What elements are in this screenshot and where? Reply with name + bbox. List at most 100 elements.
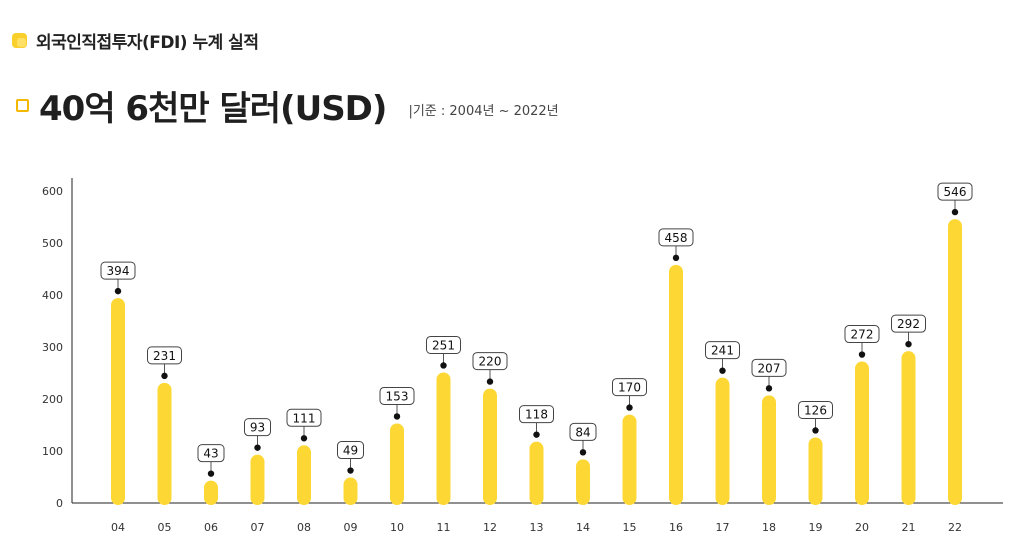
data-point-dot (533, 431, 540, 438)
x-tick-label: 05 (158, 521, 172, 534)
data-label-box (379, 386, 415, 405)
data-point-dot (300, 435, 308, 442)
data-label-box (612, 378, 647, 397)
headline-value: 40억 6천만 달러(USD) (39, 88, 387, 129)
bar (250, 454, 265, 505)
data-label: 231 (153, 349, 176, 363)
headline: 40억 6천만 달러(USD) |기준 : 2004년 ~ 2022년 (16, 82, 559, 129)
data-point-dot (672, 254, 680, 262)
data-point-dot (858, 351, 866, 358)
data-label: 93 (250, 421, 265, 435)
data-label-box (337, 441, 364, 460)
data-label-box (937, 182, 973, 201)
data-label-box (891, 314, 926, 333)
bar (297, 445, 311, 505)
x-tick-label: 13 (530, 521, 544, 534)
data-point-dot (347, 467, 354, 474)
bar (483, 388, 497, 505)
bar (855, 361, 869, 505)
x-tick-label: 10 (390, 521, 404, 534)
data-point-dot (207, 470, 215, 477)
data-point-dot (486, 378, 494, 385)
square-outline-bullet-icon (16, 98, 29, 112)
data-label-box (147, 346, 182, 365)
data-label-box (197, 444, 225, 463)
data-label: 84 (575, 425, 590, 439)
data-point-dot (719, 367, 726, 374)
bar (111, 298, 125, 505)
bar (715, 377, 730, 505)
data-label: 292 (897, 317, 920, 331)
data-label: 241 (711, 344, 734, 358)
x-tick-label: 15 (623, 521, 637, 534)
x-tick-label: 22 (948, 521, 962, 534)
x-tick-label: 20 (855, 521, 869, 534)
y-tick-label: 100 (42, 445, 63, 458)
bar (343, 477, 358, 505)
data-label: 272 (851, 328, 874, 342)
data-label: 394 (107, 264, 130, 278)
x-tick-label: 14 (576, 521, 590, 534)
x-tick-label: 07 (251, 521, 265, 534)
data-label: 170 (618, 381, 641, 395)
bar (808, 437, 823, 505)
data-point-dot (951, 208, 959, 216)
bar (948, 219, 962, 505)
x-tick-label: 09 (344, 521, 358, 534)
data-point-dot (579, 449, 587, 456)
y-tick-label: 200 (42, 393, 63, 406)
x-tick-label: 18 (762, 521, 776, 534)
yellow-square-icon (12, 32, 27, 48)
x-tick-label: 21 (902, 521, 916, 534)
data-label-box (472, 352, 508, 371)
y-tick-label: 500 (42, 237, 63, 250)
x-tick-label: 12 (483, 521, 497, 534)
data-label-box (798, 400, 833, 419)
bar (901, 351, 916, 505)
data-label-box (705, 341, 740, 360)
data-point-dot (440, 362, 447, 369)
y-tick-label: 300 (42, 341, 63, 354)
bar (204, 480, 218, 505)
data-point-dot (393, 413, 401, 420)
bar (622, 414, 637, 505)
data-point-dot (114, 287, 122, 295)
x-tick-label: 06 (204, 521, 218, 534)
bar (669, 264, 683, 505)
data-label: 207 (758, 361, 781, 375)
data-point-dot (626, 404, 633, 411)
data-label-box (751, 358, 787, 377)
data-label: 458 (665, 231, 688, 245)
bar (436, 372, 451, 505)
data-label: 49 (343, 444, 358, 458)
x-tick-label: 04 (111, 521, 125, 534)
bar (390, 423, 404, 505)
x-tick-label: 08 (297, 521, 311, 534)
y-tick-label: 400 (42, 289, 63, 302)
x-tick-label: 16 (669, 521, 683, 534)
section-title: 외국인직접투자(FDI) 누계 실적 (36, 32, 259, 53)
data-label: 153 (386, 389, 409, 403)
data-label-box (244, 418, 271, 437)
data-label: 43 (203, 447, 218, 461)
data-label-box (286, 408, 322, 427)
data-label: 111 (293, 411, 316, 425)
bar (762, 395, 776, 505)
data-point-dot (812, 427, 819, 434)
data-point-dot (254, 444, 261, 451)
data-label-box (519, 405, 554, 424)
y-tick-label: 0 (56, 497, 63, 510)
headline-basis: |기준 : 2004년 ~ 2022년 (408, 103, 559, 119)
data-label-box (100, 261, 136, 280)
data-label-box (658, 228, 694, 247)
bar (529, 441, 544, 505)
data-label-box (569, 422, 597, 441)
bar (157, 382, 172, 505)
section-header: 외국인직접투자(FDI) 누계 실적 (12, 28, 259, 53)
data-label: 126 (804, 403, 827, 417)
x-tick-label: 17 (716, 521, 730, 534)
data-label: 546 (944, 185, 967, 199)
data-point-dot (765, 385, 773, 392)
data-label-box (844, 325, 880, 344)
